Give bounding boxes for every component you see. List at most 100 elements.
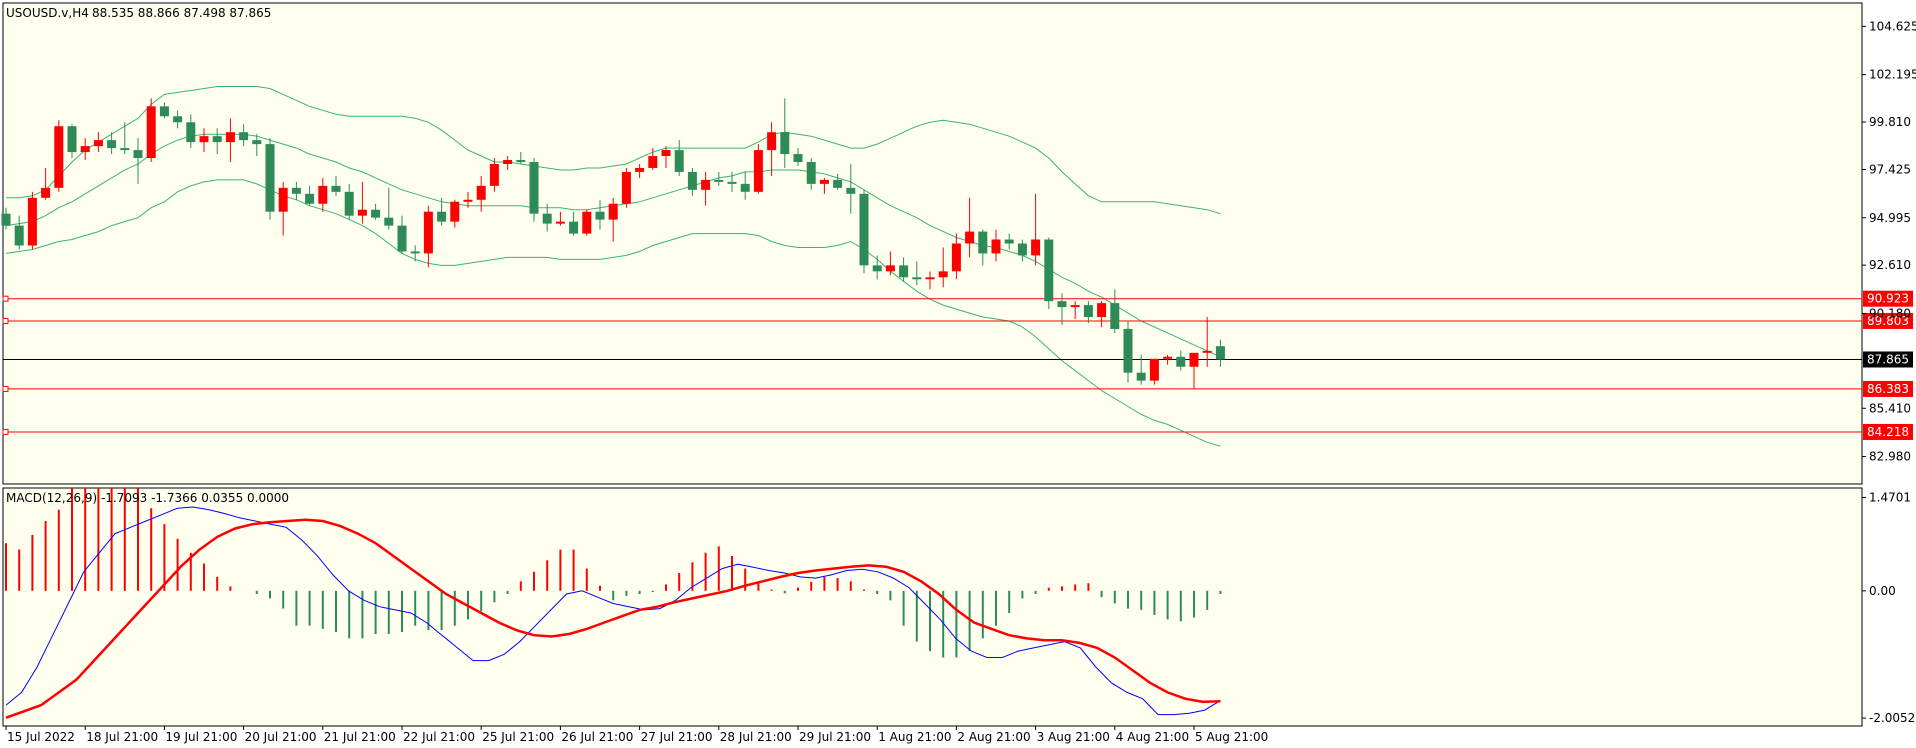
level-anchor[interactable]	[2, 295, 9, 302]
chart-symbol-header: USOUSD.v,H4	[6, 6, 89, 20]
candle	[1176, 350, 1186, 371]
candle-body	[186, 122, 196, 143]
candle-body	[489, 163, 499, 186]
candle-body	[991, 239, 1001, 254]
price-axis-label: 90.180	[1869, 306, 1911, 320]
level-anchor[interactable]	[2, 317, 9, 324]
candle	[714, 171, 724, 186]
candle-body	[199, 136, 209, 143]
candle-body	[173, 116, 183, 123]
candle-body	[714, 179, 724, 182]
candle	[159, 102, 169, 119]
candle	[67, 124, 77, 159]
candle-body	[437, 211, 447, 222]
candle	[133, 138, 143, 184]
candle-body	[159, 106, 169, 117]
candle-body	[120, 148, 130, 151]
candle	[846, 163, 856, 214]
time-axis-label: 18 Jul 21:00	[86, 730, 158, 744]
candle-body	[925, 277, 935, 280]
candle	[199, 128, 209, 153]
macd-axis-label: 0.00	[1869, 584, 1896, 598]
candle-body	[1136, 372, 1146, 381]
candle-body	[1202, 350, 1212, 353]
candle-body	[912, 277, 922, 280]
level-tag	[1863, 423, 1913, 440]
candle-body	[305, 193, 315, 204]
candle	[912, 261, 922, 286]
candle	[1097, 301, 1107, 327]
candle	[1163, 354, 1173, 365]
candle-body	[463, 199, 473, 202]
candle-body	[833, 179, 843, 188]
candle	[305, 185, 315, 206]
level-tag-label: 86.383	[1867, 382, 1909, 396]
candle	[780, 98, 790, 168]
candle-body	[753, 150, 763, 192]
candle-body	[780, 132, 790, 155]
candle-body	[1057, 301, 1067, 308]
candle	[806, 158, 816, 190]
candle	[120, 122, 130, 155]
candle	[569, 211, 579, 236]
candle	[1149, 358, 1159, 385]
candle-body	[740, 183, 750, 192]
horizontal-levels	[2, 295, 1862, 435]
candle-body	[1, 213, 11, 226]
candle-body	[978, 231, 988, 254]
level-anchor[interactable]	[2, 385, 9, 392]
candle	[225, 118, 235, 163]
macd-pane[interactable]	[2, 487, 1863, 727]
candle-body	[410, 251, 420, 254]
candle-body	[384, 217, 394, 226]
time-axis-label: 1 Aug 21:00	[878, 730, 951, 744]
candle-body	[1123, 328, 1133, 373]
main-pane[interactable]	[2, 2, 1863, 485]
candle-body	[555, 221, 565, 224]
candle	[1110, 289, 1120, 333]
time-axis-label: 4 Aug 21:00	[1116, 730, 1189, 744]
candle-body	[146, 106, 156, 159]
axes: 90.923 89.803 86.383 84.218 87.865 104.625 102…	[5, 19, 1916, 744]
candle-body	[397, 225, 407, 252]
candle	[146, 98, 156, 163]
candle	[925, 271, 935, 290]
candle-body	[965, 231, 975, 244]
macd-header: MACD(12,26,9) -1.7093 -1.7366 0.0355 0.0…	[6, 491, 289, 505]
candle	[14, 215, 24, 250]
candle	[899, 257, 909, 282]
current-price-label: 87.865	[1867, 352, 1909, 366]
candle-body	[885, 265, 895, 272]
macd-indicator	[5, 488, 1222, 719]
candle	[1031, 193, 1041, 266]
candle-body	[80, 146, 90, 153]
candle	[80, 138, 90, 161]
candle-body	[516, 160, 526, 163]
candle-body	[1163, 356, 1173, 359]
candle	[674, 140, 684, 176]
candle	[1215, 339, 1225, 367]
candle	[951, 233, 961, 280]
candle-body	[529, 162, 539, 214]
candle-body	[951, 243, 961, 272]
price-axis-label: 82.980	[1869, 450, 1911, 464]
price-axis-label: 92.610	[1869, 258, 1911, 272]
bollinger-lower-band	[5, 179, 1221, 447]
candle	[278, 181, 288, 236]
candle	[371, 203, 381, 220]
candle	[885, 251, 895, 276]
candle-body	[331, 185, 341, 192]
macd-line	[5, 506, 1221, 716]
candle-body	[476, 185, 486, 200]
candle-body	[371, 209, 381, 218]
candle-body	[938, 271, 948, 278]
time-axis-label: 29 Jul 21:00	[799, 730, 871, 744]
candle	[1, 207, 11, 230]
time-axis-label: 3 Aug 21:00	[1037, 730, 1110, 744]
candle	[727, 171, 737, 192]
candle	[27, 191, 37, 250]
time-axis-label: 28 Jul 21:00	[720, 730, 792, 744]
level-tag	[1863, 312, 1913, 329]
level-anchor[interactable]	[2, 428, 9, 435]
